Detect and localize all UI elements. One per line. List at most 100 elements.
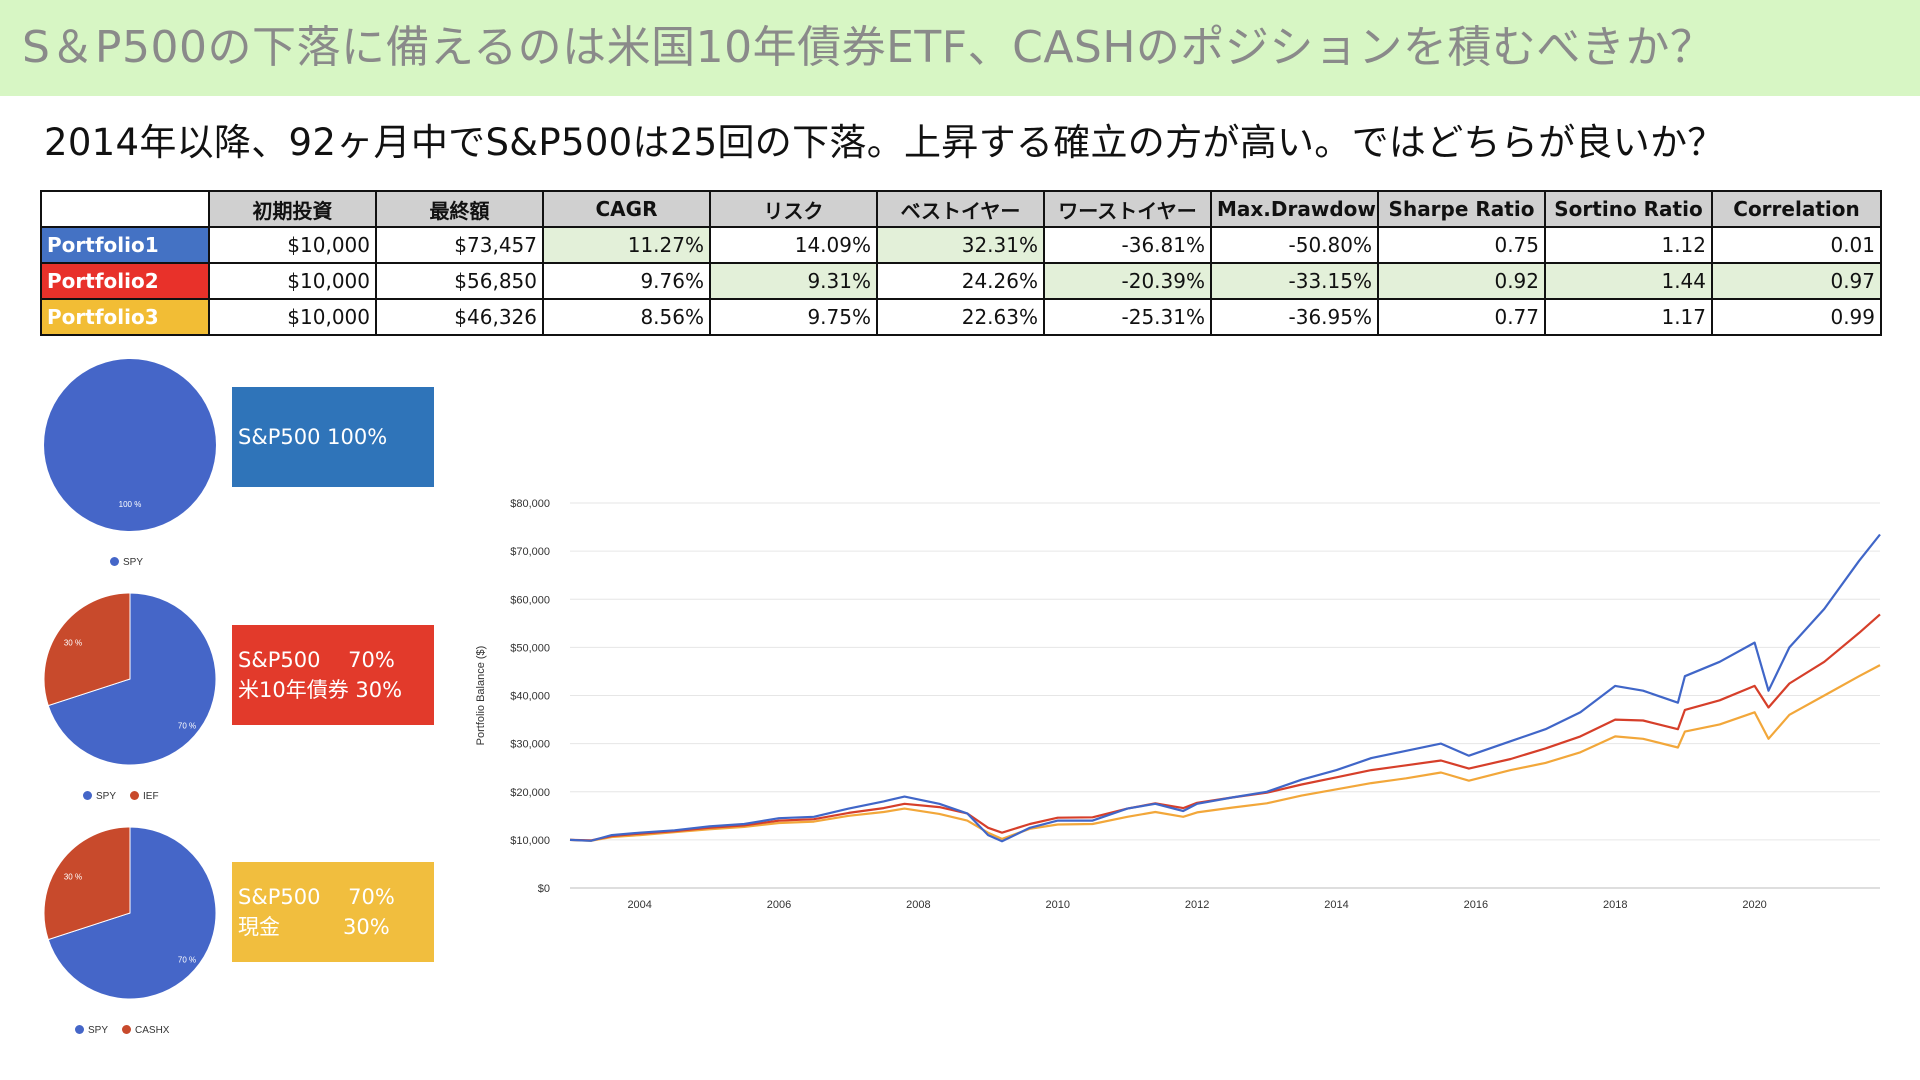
- header-final-balance: 最終額: [375, 190, 544, 228]
- x-tick-label: 2018: [1603, 899, 1627, 911]
- series-line-2: [569, 613, 1881, 842]
- table-cell: $46,326: [375, 298, 544, 336]
- y-tick-label: $10,000: [510, 835, 550, 847]
- pie-legend: SPY IEF: [83, 790, 173, 802]
- pie-chart-portfolio2: 70 % 30 % SPY IEF: [30, 589, 230, 809]
- pie-slice-label: 100 %: [119, 500, 142, 509]
- legend-dot: [130, 790, 140, 800]
- table-row: Portfolio2 $10,000 $56,850 9.76% 9.31% 2…: [40, 262, 1882, 300]
- pie-legend: SPY CASHX: [75, 1024, 183, 1036]
- x-tick-label: 2020: [1742, 899, 1766, 911]
- x-tick-label: 2012: [1185, 899, 1209, 911]
- portfolio-balance-line-chart: $0 $10,000 $20,000 $30,000 $40,000 $50,000 $60…: [475, 498, 1881, 911]
- table-cell: 11.27%: [542, 226, 711, 264]
- pie-legend: SPY: [110, 556, 157, 568]
- y-tick-label: $20,000: [510, 787, 550, 799]
- legend-label: SPY: [88, 1025, 109, 1036]
- table-cell: $10,000: [208, 226, 377, 264]
- pie-svg: 100 %: [44, 359, 216, 531]
- x-tick-label: 2014: [1324, 899, 1348, 911]
- portfolio-name-cell: Portfolio3: [40, 298, 210, 336]
- portfolio-name-cell: Portfolio1: [40, 226, 210, 264]
- x-tick-label: 2016: [1464, 899, 1488, 911]
- table-cell: 0.01: [1711, 226, 1882, 264]
- table-cell: 9.31%: [709, 262, 878, 300]
- y-tick-label: $70,000: [510, 546, 550, 558]
- table-cell: 0.99: [1711, 298, 1882, 336]
- legend-item-ief: IEF: [130, 790, 159, 802]
- pie-slice-spy: [47, 592, 217, 766]
- pie-slice-label: 70 %: [178, 955, 196, 964]
- table-cell: $10,000: [208, 298, 377, 336]
- legend-item-spy: SPY: [83, 790, 117, 802]
- table-cell: -33.15%: [1210, 262, 1379, 300]
- pie-slice-label: 30 %: [64, 873, 82, 882]
- table-cell: 32.31%: [876, 226, 1045, 264]
- table-cell: 14.09%: [709, 226, 878, 264]
- table-cell: -36.95%: [1210, 298, 1379, 336]
- legend-dot: [75, 1024, 84, 1034]
- series-line-1: [569, 533, 1881, 843]
- header-worst-year: ワーストイヤー: [1043, 190, 1212, 228]
- header-cagr: CAGR: [542, 190, 711, 228]
- x-tick-label: 2008: [906, 899, 930, 911]
- table-cell: 0.75: [1377, 226, 1546, 264]
- allocation-box-portfolio1: S&P500 100%: [232, 387, 434, 487]
- legend-label: IEF: [143, 791, 159, 802]
- title-banner: S＆P500の下落に備えるのは米国10年債券ETF、CASHのポジションを積むべ…: [0, 0, 1920, 96]
- allocation-line: 現金 30%: [238, 915, 390, 939]
- header-max-drawdown: Max.Drawdown: [1210, 190, 1379, 228]
- table-cell: 1.44: [1544, 262, 1713, 300]
- header-initial-investment: 初期投資: [208, 190, 377, 228]
- y-tick-label: $40,000: [510, 691, 550, 703]
- table-cell: -50.80%: [1210, 226, 1379, 264]
- allocation-line: S&P500 70%: [238, 648, 395, 672]
- header-sharpe-ratio: Sharpe Ratio: [1377, 190, 1546, 228]
- table-header-row: 初期投資 最終額 CAGR リスク ベストイヤー ワーストイヤー Max.Dra…: [40, 190, 1882, 228]
- allocation-line: 米10年債券 30%: [238, 678, 403, 702]
- table-cell: $73,457: [375, 226, 544, 264]
- table-cell: -25.31%: [1043, 298, 1212, 336]
- pie-slice-ief: [43, 592, 131, 707]
- page-title: S＆P500の下落に備えるのは米国10年債券ETF、CASHのポジションを積むべ…: [22, 22, 1715, 73]
- page-subtitle: 2014年以降、92ヶ月中でS&P500は25回の下落。上昇する確立の方が高い。…: [44, 121, 1725, 164]
- table-cell: 0.97: [1711, 262, 1882, 300]
- header-correlation: Correlation: [1711, 190, 1882, 228]
- legend-dot: [110, 556, 119, 566]
- pie-svg: 70 % 30 %: [43, 592, 217, 766]
- table-cell: 9.75%: [709, 298, 878, 336]
- y-tick-label: $80,000: [510, 498, 550, 510]
- legend-dot: [122, 1024, 132, 1034]
- table-cell: 0.77: [1377, 298, 1546, 336]
- allocation-box-portfolio2: S&P500 70% 米10年債券 30%: [232, 625, 434, 725]
- legend-item-spy: SPY: [75, 1024, 109, 1036]
- legend-label: CASHX: [135, 1025, 170, 1036]
- portfolio-name-cell: Portfolio2: [40, 262, 210, 300]
- table-cell: 8.56%: [542, 298, 711, 336]
- table-cell: -20.39%: [1043, 262, 1212, 300]
- pie-slice-spy: [44, 359, 216, 531]
- series-line-3: [569, 664, 1881, 842]
- pie-chart-portfolio1: 100 % SPY: [30, 355, 230, 575]
- table-cell: 22.63%: [876, 298, 1045, 336]
- y-axis-label: Portfolio Balance ($): [475, 646, 487, 746]
- legend-dot: [83, 790, 92, 800]
- table-cell: 24.26%: [876, 262, 1045, 300]
- header-risk: リスク: [709, 190, 878, 228]
- table-cell: 0.92: [1377, 262, 1546, 300]
- x-tick-label: 2010: [1046, 899, 1070, 911]
- table-row: Portfolio3 $10,000 $46,326 8.56% 9.75% 2…: [40, 298, 1882, 336]
- allocation-line: S&P500 100%: [238, 425, 388, 449]
- legend-label: SPY: [96, 791, 117, 802]
- legend-label: SPY: [123, 557, 144, 568]
- pie-svg: 70 % 30 %: [43, 826, 217, 1000]
- legend-item-cashx: CASHX: [122, 1024, 170, 1036]
- table-corner-cell: [40, 190, 210, 228]
- legend-item-spy: SPY: [110, 556, 144, 568]
- y-tick-label: $60,000: [510, 594, 550, 606]
- allocation-box-portfolio3: S&P500 70% 現金 30%: [232, 862, 434, 962]
- y-tick-label: $30,000: [510, 739, 550, 751]
- y-tick-label: $50,000: [510, 642, 550, 654]
- pie-slice-label: 30 %: [64, 639, 82, 648]
- portfolio-metrics-table: 初期投資 最終額 CAGR リスク ベストイヤー ワーストイヤー Max.Dra…: [40, 190, 1882, 336]
